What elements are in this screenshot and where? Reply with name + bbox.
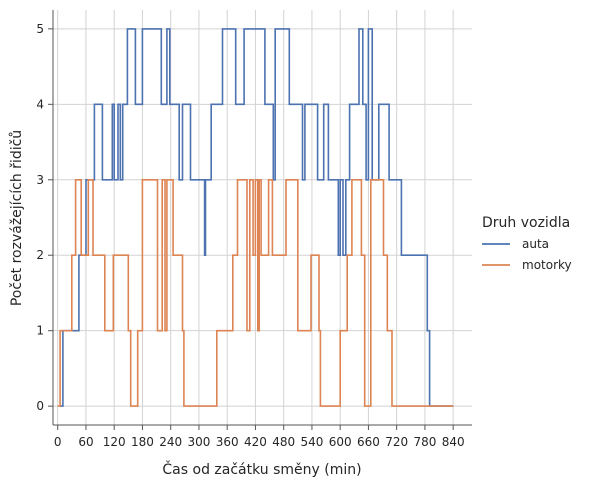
x-tick-label: 300 [187,435,210,449]
x-tick-label: 480 [272,435,295,449]
x-tick-label: 360 [216,435,239,449]
legend-label-motorky: motorky [522,258,572,272]
tick-labels: 0 60 120 180 240 300 360 420 480 540 600 660 720 780 8… [36,22,464,449]
x-tick-label: 0 [54,435,62,449]
x-tick-label: 780 [413,435,436,449]
x-tick-label: 180 [131,435,154,449]
series-line-motorky [57,179,454,407]
y-tick-label: 2 [36,248,44,262]
y-axis-label: Počet rozvážejících řidičů [9,130,25,306]
y-tick-label: 0 [36,399,44,413]
x-tick-label: 840 [442,435,465,449]
x-tick-label: 120 [103,435,126,449]
x-tick-label: 540 [300,435,323,449]
x-tick-label: 720 [385,435,408,449]
legend-title: Druh vozidla [482,215,570,231]
grid [53,10,472,425]
axes [48,10,472,430]
y-tick-label: 5 [36,22,44,36]
x-tick-label: 660 [357,435,380,449]
series-line-auta [59,28,454,407]
legend: Druh vozidla auta motorky [482,215,572,272]
y-tick-label: 3 [36,173,44,187]
x-tick-label: 60 [78,435,93,449]
y-tick-label: 4 [36,97,44,111]
x-tick-label: 420 [244,435,267,449]
y-tick-label: 1 [36,324,44,338]
x-tick-label: 240 [159,435,182,449]
x-axis-label: Čas od začátku směny (min) [162,460,361,478]
series-lines [57,28,454,407]
x-tick-label: 600 [329,435,352,449]
legend-label-auta: auta [522,237,549,251]
